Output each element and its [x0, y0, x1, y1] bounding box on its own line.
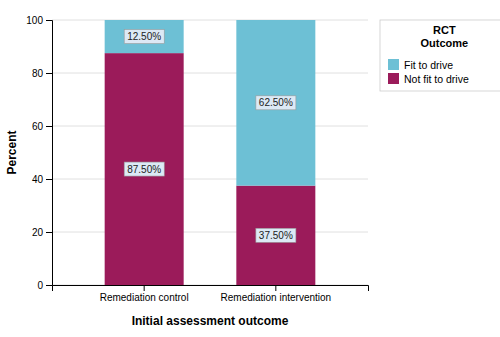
data-label-group: 37.50%: [256, 228, 296, 242]
x-axis: Remediation control Remediation intervent…: [53, 285, 369, 303]
tick-mark: [46, 126, 52, 127]
chart: 020406080100Remediation controlRemediati…: [0, 0, 500, 337]
y-axis: 0 20 40 60 80 100: [26, 15, 52, 291]
tick: 100: [26, 15, 52, 26]
tick: 40: [32, 174, 52, 185]
tick-label: 40: [32, 174, 44, 185]
bar: [236, 186, 315, 285]
grid-line: [52, 20, 368, 21]
legend-title: RCTOutcome: [421, 24, 469, 49]
grid-line: [52, 73, 368, 74]
tick-mark: [46, 285, 52, 286]
tick: Remediation control: [100, 285, 189, 303]
tick-mark: [275, 285, 276, 291]
bar: [236, 20, 315, 186]
tick-mark: [144, 285, 145, 291]
data-label: 37.50%: [259, 230, 293, 241]
x-label: Initial assessment outcome: [132, 314, 289, 328]
tick: 60: [32, 121, 52, 132]
tick-mark: [46, 232, 52, 233]
tick-mark: [46, 179, 52, 180]
plot: 020406080100Remediation controlRemediati…: [26, 15, 368, 303]
data-label-bg: [256, 228, 296, 242]
data-label: 62.50%: [259, 97, 293, 108]
tick: 20: [32, 227, 52, 238]
tick-label: 60: [32, 121, 44, 132]
legend-frame: [380, 20, 500, 91]
bars: [105, 20, 316, 285]
bar: [105, 20, 184, 53]
tick: 80: [32, 68, 52, 79]
axis-line: [46, 21, 53, 286]
legend-label: Fit to drive: [404, 59, 453, 71]
data-label: 87.50%: [127, 164, 161, 175]
grid-line: [52, 126, 368, 127]
tick-mark: [46, 73, 52, 74]
legend-swatch: [388, 59, 399, 70]
data-label-bg: [124, 162, 164, 176]
data-label-group: 12.50%: [124, 30, 164, 44]
tick: 0: [37, 280, 52, 291]
tick-label: 80: [32, 68, 44, 79]
data-label-bg: [256, 96, 296, 110]
grid-line: [52, 232, 368, 233]
grid: [52, 20, 368, 285]
tick: Remediation intervention: [221, 285, 332, 303]
tick-label: 0: [37, 280, 43, 291]
legend: RCTOutcome Fit to drive Not fit to drive: [380, 20, 500, 91]
tick-label: Remediation intervention: [221, 292, 332, 303]
tick-label: Remediation control: [100, 292, 189, 303]
axis-line: [53, 286, 369, 292]
bar: [105, 53, 184, 285]
tick-label: 100: [26, 15, 43, 26]
tick-label: 20: [32, 227, 44, 238]
tick-mark: [46, 20, 52, 21]
grid-line: [52, 179, 368, 180]
data-label-group: 62.50%: [256, 96, 296, 110]
data-label-group: 87.50%: [124, 162, 164, 176]
y-label: Percent: [5, 130, 19, 174]
legend-swatch: [388, 73, 399, 84]
legend-label: Not fit to drive: [404, 73, 469, 85]
data-label-bg: [124, 30, 164, 44]
data-labels: 87.50% 12.50% 37.50% 62.50%: [124, 30, 296, 243]
data-label: 12.50%: [127, 31, 161, 42]
